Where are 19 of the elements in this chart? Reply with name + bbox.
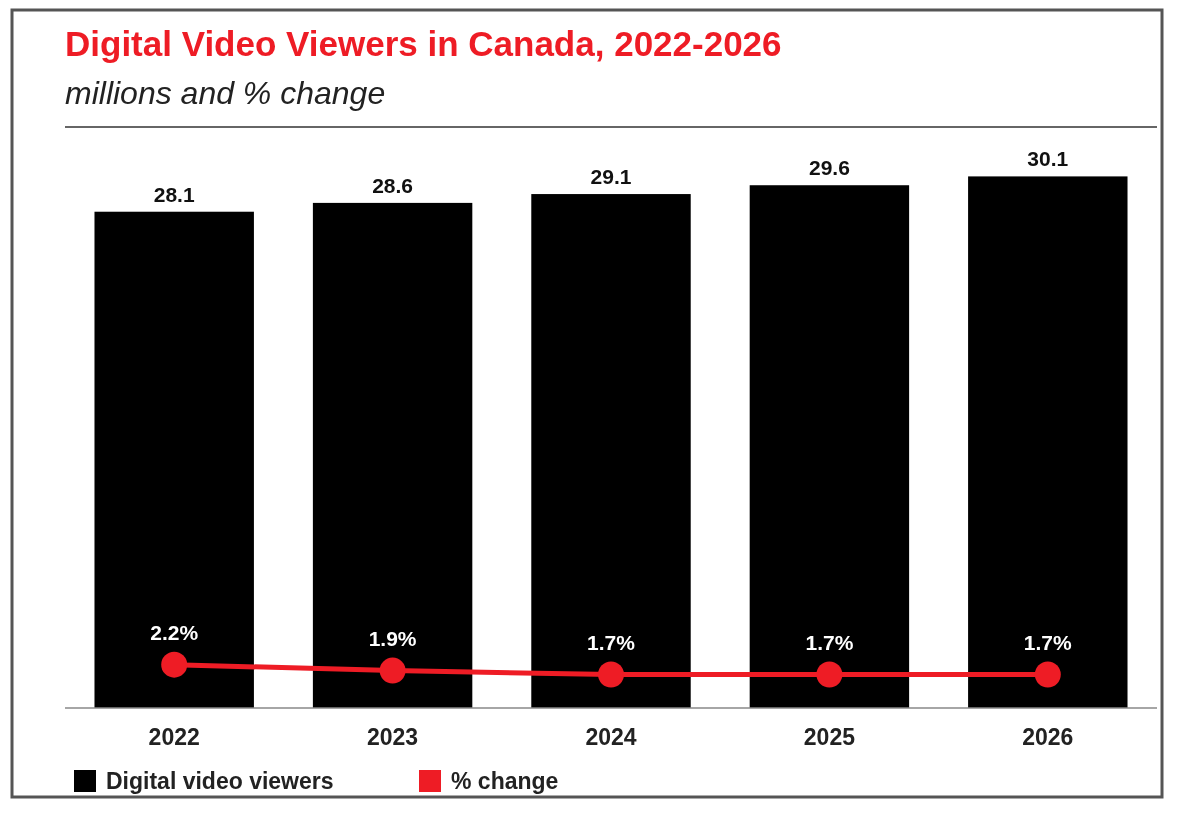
data-label: 1.7% [587, 630, 636, 654]
legend-label: Digital video viewers [106, 768, 334, 794]
data-label: 28.6 [372, 173, 414, 197]
data-label: 2.2% [150, 620, 199, 644]
x-tick-label: 2022 [148, 724, 200, 750]
data-label: 29.1 [590, 165, 632, 189]
x-tick-label: 2023 [367, 724, 419, 750]
data-label: 1.7% [805, 630, 854, 654]
chart-title: Digital Video Viewers in Canada, 2022-2026 [65, 24, 782, 63]
legend-label: % change [451, 768, 559, 794]
x-tick-label: 2026 [1022, 724, 1074, 750]
data-label: 28.1 [153, 182, 195, 206]
chart-subtitle: millions and % change [65, 75, 386, 111]
data-label: 1.9% [368, 626, 417, 650]
data-label: 29.6 [808, 156, 850, 180]
data-label: 1.7% [1023, 630, 1073, 654]
data-label: 30.1 [1027, 147, 1069, 171]
x-tick-label: 2024 [585, 724, 637, 750]
x-tick-label: 2025 [803, 724, 856, 750]
